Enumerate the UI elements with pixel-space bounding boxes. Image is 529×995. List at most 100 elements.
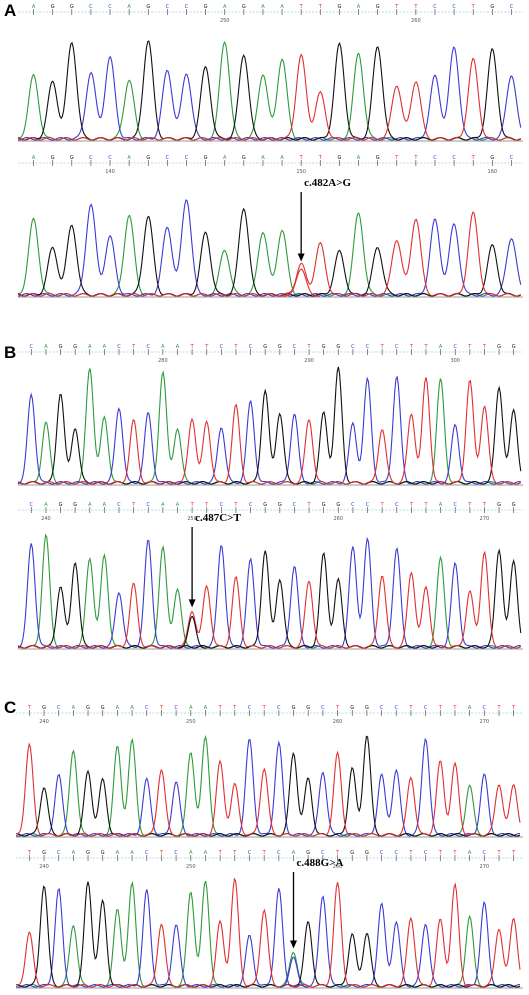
base-call: C bbox=[433, 4, 437, 10]
base-call: T bbox=[204, 344, 209, 350]
base-call: A bbox=[161, 344, 165, 350]
base-call: T bbox=[307, 344, 312, 350]
base-call: G bbox=[292, 705, 296, 711]
base-call: T bbox=[380, 344, 385, 350]
base-call: C bbox=[117, 502, 121, 508]
base-call: A bbox=[116, 705, 120, 711]
base-call: C bbox=[277, 705, 281, 711]
base-call: C bbox=[174, 850, 178, 856]
base-call: T bbox=[232, 850, 237, 856]
base-call: C bbox=[366, 502, 370, 508]
base-call: A bbox=[261, 155, 265, 161]
base-call: G bbox=[86, 850, 90, 856]
base-call: A bbox=[189, 705, 193, 711]
base-call: A bbox=[72, 705, 76, 711]
base-call: C bbox=[57, 850, 61, 856]
base-call: G bbox=[204, 4, 208, 10]
base-call: C bbox=[452, 155, 456, 161]
base-call: C bbox=[57, 705, 61, 711]
base-call: A bbox=[127, 155, 131, 161]
base-call: G bbox=[512, 502, 516, 508]
base-call: A bbox=[44, 502, 48, 508]
base-call: G bbox=[86, 705, 90, 711]
base-call: A bbox=[204, 705, 208, 711]
base-call: A bbox=[116, 850, 120, 856]
base-call: T bbox=[471, 4, 476, 10]
trace-c bbox=[15, 737, 520, 837]
base-call: G bbox=[70, 155, 74, 161]
base-call: T bbox=[190, 502, 195, 508]
base-call: G bbox=[204, 155, 208, 161]
trace-t bbox=[17, 53, 522, 141]
position-label: 260 bbox=[333, 864, 343, 870]
base-call: C bbox=[510, 155, 514, 161]
trace-g bbox=[17, 548, 522, 649]
position-label: 250 bbox=[220, 18, 230, 24]
heterozygous-peak bbox=[282, 268, 321, 297]
base-call: C bbox=[351, 344, 355, 350]
base-call: A bbox=[103, 344, 107, 350]
position-label: 260 bbox=[411, 18, 421, 24]
base-call: G bbox=[51, 4, 55, 10]
base-call: C bbox=[293, 502, 297, 508]
base-call: C bbox=[166, 4, 170, 10]
base-call: T bbox=[394, 155, 399, 161]
trace-t bbox=[15, 877, 521, 988]
position-label: 260 bbox=[334, 516, 344, 522]
base-call: C bbox=[108, 155, 112, 161]
base-call: A bbox=[176, 502, 180, 508]
base-call: A bbox=[468, 705, 472, 711]
base-call: A bbox=[280, 155, 284, 161]
base-call: T bbox=[467, 502, 472, 508]
base-call: A bbox=[189, 850, 193, 856]
position-label: 270 bbox=[480, 864, 490, 870]
base-call: T bbox=[218, 850, 223, 856]
chromatogram-track: T G C A G G A A C T C A A T T C T C A G C T G G C C T C T T A C T T 240 250… bbox=[15, 850, 523, 989]
base-call: G bbox=[350, 850, 354, 856]
base-call: G bbox=[146, 155, 150, 161]
mutation-label: c.482A>G bbox=[304, 177, 351, 189]
base-call: C bbox=[321, 705, 325, 711]
base-call: G bbox=[322, 502, 326, 508]
base-call: C bbox=[395, 502, 399, 508]
trace-t bbox=[17, 550, 522, 649]
panel-a: A A G G C C A G C C G A G A A T T G A G T T C C T G C 250 260 A G G C C A G… bbox=[4, 1, 523, 298]
trace-t bbox=[17, 377, 522, 485]
base-call: C bbox=[147, 502, 151, 508]
base-call: T bbox=[380, 502, 385, 508]
base-call: T bbox=[452, 705, 457, 711]
trace-g bbox=[17, 366, 522, 485]
base-call: C bbox=[174, 705, 178, 711]
trace-c bbox=[18, 199, 522, 297]
base-call: T bbox=[190, 344, 195, 350]
base-call: A bbox=[439, 502, 443, 508]
base-call: G bbox=[101, 850, 105, 856]
panel-letter: C bbox=[4, 698, 16, 717]
base-call: T bbox=[131, 502, 136, 508]
base-call: T bbox=[27, 850, 32, 856]
chromatogram-track: C A G G A A C T C A A T T C T C G G C T G G C C T C T T A C T T G G 280 290… bbox=[17, 344, 523, 486]
base-call: T bbox=[438, 850, 443, 856]
base-call: G bbox=[322, 344, 326, 350]
base-call: G bbox=[337, 4, 341, 10]
base-call: C bbox=[185, 4, 189, 10]
base-call: T bbox=[471, 155, 476, 161]
trace-t bbox=[17, 211, 522, 297]
base-call: T bbox=[233, 344, 238, 350]
chromatogram-track: A G G C C A G C C G A G A A T T G A G T T C C T G C 140 150 160 c.482… bbox=[17, 155, 523, 298]
base-call: C bbox=[424, 850, 428, 856]
base-call: G bbox=[497, 344, 501, 350]
trace-a bbox=[17, 212, 522, 297]
base-call: C bbox=[510, 4, 514, 10]
base-call: T bbox=[408, 705, 413, 711]
base-call: A bbox=[32, 155, 36, 161]
base-call: C bbox=[380, 705, 384, 711]
base-call: C bbox=[351, 502, 355, 508]
mutation-label: c.487C>T bbox=[195, 512, 241, 524]
trace-a bbox=[15, 734, 521, 837]
position-label: 260 bbox=[333, 719, 343, 725]
base-call: C bbox=[395, 705, 399, 711]
base-call: C bbox=[277, 850, 281, 856]
base-call: C bbox=[30, 502, 34, 508]
